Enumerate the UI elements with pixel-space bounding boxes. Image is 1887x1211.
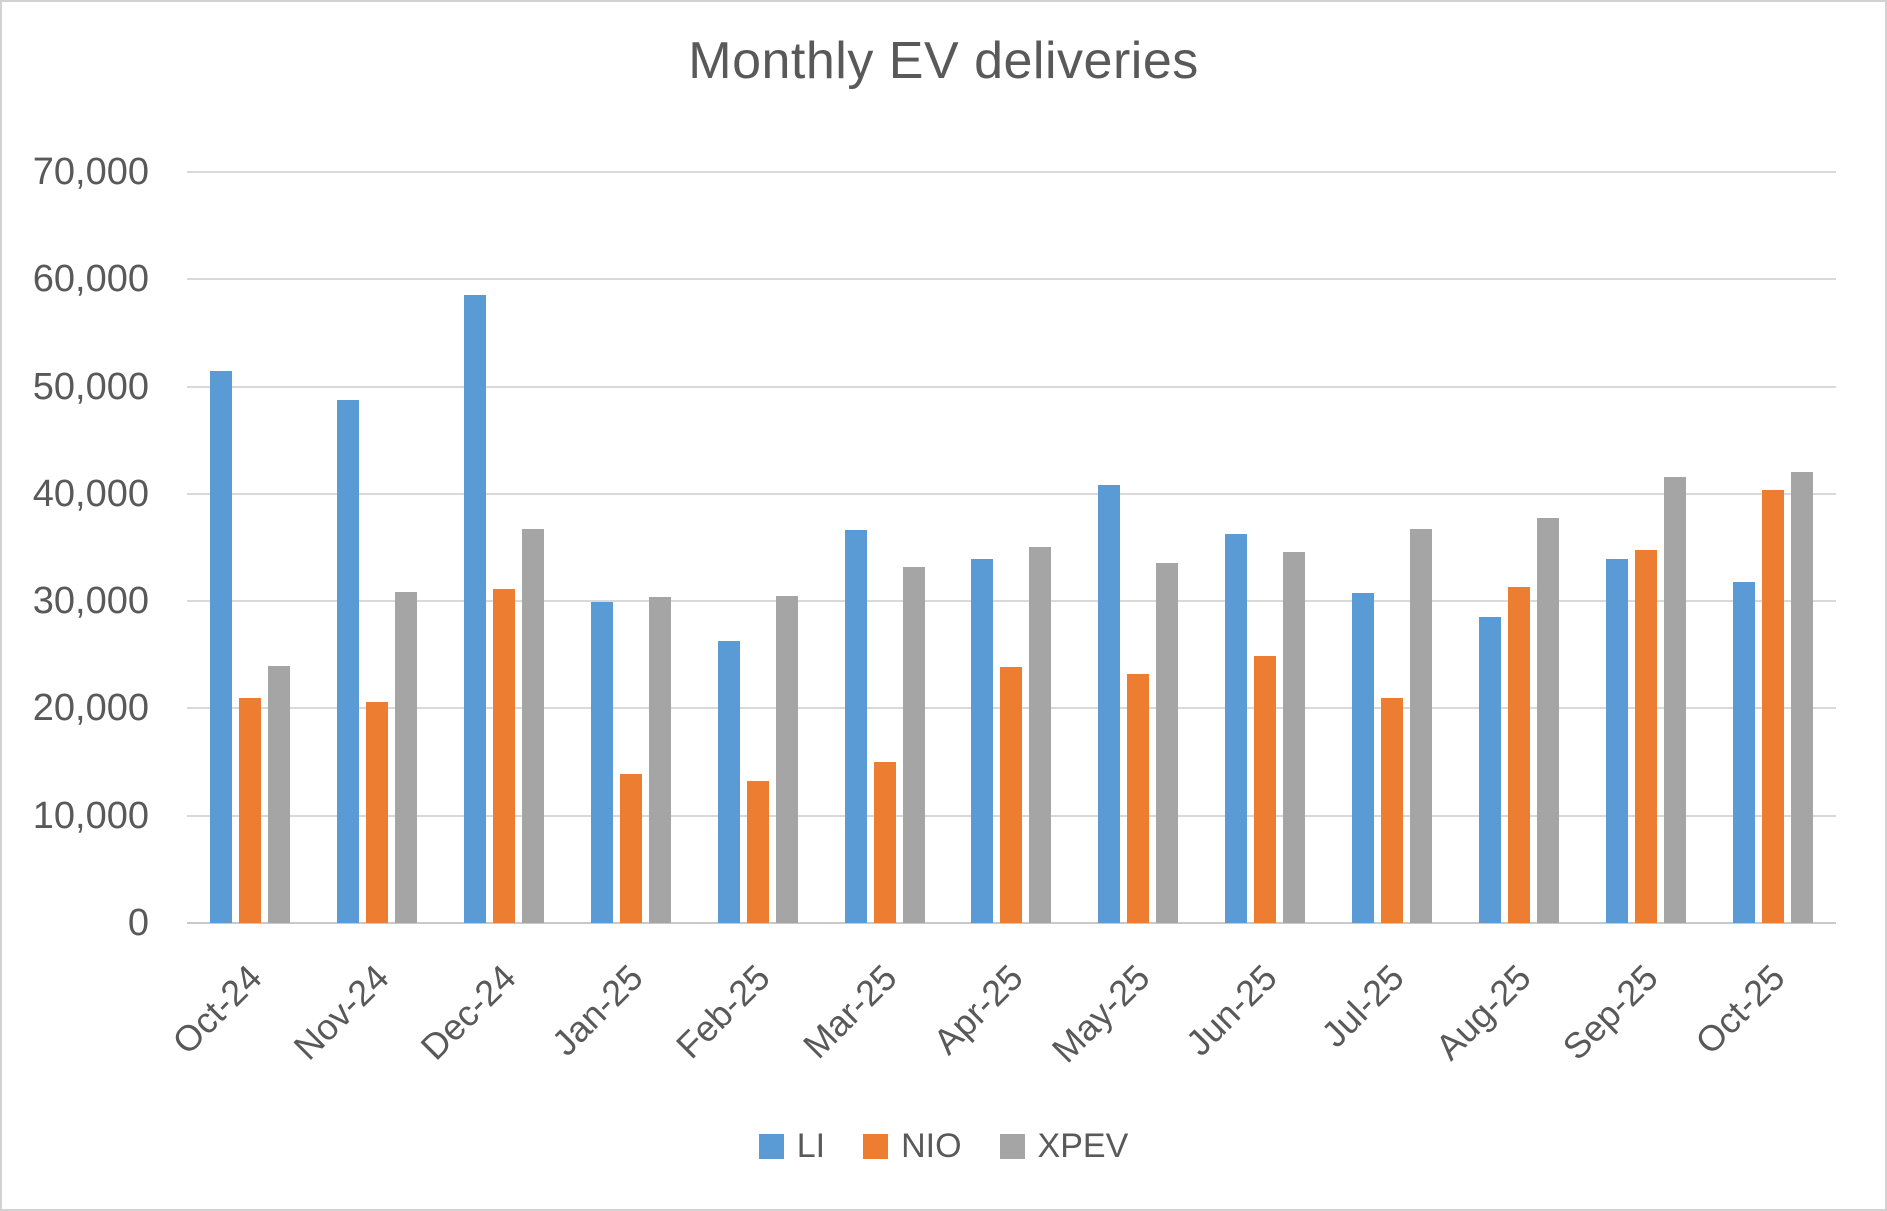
y-tick-label-0: 0: [127, 902, 149, 944]
bar-nio-may-25: [1127, 674, 1150, 923]
bar-xpev-jun-25: [1283, 552, 1306, 923]
legend-swatch-xpev: [999, 1133, 1025, 1159]
bar-li-sep-25: [1605, 559, 1628, 923]
x-tick-label-oct-24: Oct-24: [164, 956, 271, 1062]
bar-xpev-feb-25: [775, 596, 798, 923]
x-tick-label-dec-24: Dec-24: [412, 956, 524, 1068]
bar-li-mar-25: [844, 530, 867, 923]
bar-xpev-jul-25: [1410, 529, 1433, 923]
bar-xpev-oct-25: [1790, 472, 1813, 923]
x-axis-line: [187, 922, 1836, 924]
bar-group-may-25: [1075, 172, 1202, 923]
bar-group-jul-25: [1329, 172, 1456, 923]
bar-group-mar-25: [821, 172, 948, 923]
legend-item-nio: NIO: [863, 1127, 962, 1165]
bar-nio-apr-25: [1000, 667, 1023, 923]
y-tick-label-40000: 40,000: [32, 472, 149, 515]
gridline-40000: [187, 492, 1836, 495]
bar-group-jun-25: [1202, 172, 1329, 923]
bar-li-may-25: [1098, 485, 1121, 923]
legend-label-xpev: XPEV: [1037, 1127, 1129, 1165]
bar-group-feb-25: [694, 172, 821, 923]
bar-nio-mar-25: [873, 762, 896, 923]
x-tick-label-mar-25: Mar-25: [794, 956, 905, 1067]
bar-group-apr-25: [948, 172, 1075, 923]
x-tick-label-oct-25: Oct-25: [1686, 956, 1793, 1062]
bar-li-nov-24: [337, 400, 360, 923]
bar-xpev-jan-25: [648, 597, 671, 923]
legend-item-li: LI: [758, 1127, 826, 1165]
bar-nio-aug-25: [1507, 587, 1530, 923]
y-tick-label-30000: 30,000: [32, 580, 149, 623]
bar-li-jun-25: [1225, 534, 1248, 923]
gridline-50000: [187, 385, 1836, 388]
bar-xpev-apr-25: [1029, 547, 1052, 923]
bar-li-oct-25: [1732, 582, 1755, 923]
legend-swatch-nio: [863, 1133, 889, 1159]
chart-legend: LI NIO XPEV: [2, 1124, 1885, 1168]
bar-xpev-dec-24: [522, 529, 545, 923]
bar-li-oct-24: [210, 371, 233, 923]
bar-nio-oct-25: [1761, 490, 1784, 923]
bar-group-oct-25: [1709, 172, 1836, 923]
x-tick-label-aug-25: Aug-25: [1427, 956, 1539, 1068]
bar-xpev-sep-25: [1663, 477, 1686, 923]
bar-group-oct-24: [187, 172, 314, 923]
legend-label-nio: NIO: [901, 1127, 962, 1165]
bar-group-nov-24: [314, 172, 441, 923]
bar-xpev-oct-24: [268, 666, 291, 923]
bar-li-jul-25: [1352, 593, 1375, 923]
bar-li-apr-25: [971, 559, 994, 923]
x-tick-label-jun-25: Jun-25: [1177, 956, 1285, 1064]
legend-item-xpev: XPEV: [999, 1127, 1129, 1165]
bar-li-dec-24: [464, 295, 487, 923]
chart-title: Monthly EV deliveries: [688, 32, 1199, 90]
legend-swatch-li: [758, 1133, 784, 1159]
bar-nio-nov-24: [366, 702, 389, 923]
bar-li-jan-25: [590, 602, 613, 923]
x-tick-label-may-25: May-25: [1044, 956, 1158, 1071]
bar-nio-oct-24: [239, 698, 262, 923]
legend-label-li: LI: [796, 1127, 826, 1165]
bar-li-aug-25: [1478, 617, 1501, 923]
x-tick-label-feb-25: Feb-25: [667, 956, 778, 1067]
gridline-70000: [187, 171, 1836, 173]
y-tick-label-10000: 10,000: [32, 794, 149, 837]
bar-group-sep-25: [1582, 172, 1709, 923]
bar-nio-feb-25: [746, 781, 769, 923]
bar-nio-jul-25: [1381, 698, 1404, 923]
y-tick-label-20000: 20,000: [32, 687, 149, 730]
bar-xpev-aug-25: [1536, 518, 1559, 923]
gridline-30000: [187, 600, 1836, 603]
bar-group-dec-24: [441, 172, 568, 923]
bar-xpev-nov-24: [395, 592, 418, 923]
bar-group-jan-25: [568, 172, 695, 923]
bar-xpev-mar-25: [902, 567, 925, 923]
bar-nio-jan-25: [619, 774, 642, 923]
x-tick-label-jul-25: Jul-25: [1313, 956, 1412, 1055]
bar-xpev-may-25: [1156, 563, 1179, 923]
x-tick-label-apr-25: Apr-25: [925, 956, 1032, 1062]
x-tick-label-nov-24: Nov-24: [285, 956, 397, 1068]
bar-nio-jun-25: [1254, 656, 1277, 923]
y-tick-label-70000: 70,000: [32, 151, 149, 193]
bar-group-aug-25: [1455, 172, 1582, 923]
y-tick-label-60000: 60,000: [32, 258, 149, 301]
bar-li-feb-25: [717, 641, 740, 923]
gridline-60000: [187, 278, 1836, 281]
x-tick-label-sep-25: Sep-25: [1554, 956, 1666, 1068]
x-tick-label-jan-25: Jan-25: [543, 956, 651, 1064]
bar-nio-dec-24: [493, 589, 516, 923]
y-tick-label-50000: 50,000: [32, 365, 149, 408]
bar-nio-sep-25: [1634, 550, 1657, 923]
